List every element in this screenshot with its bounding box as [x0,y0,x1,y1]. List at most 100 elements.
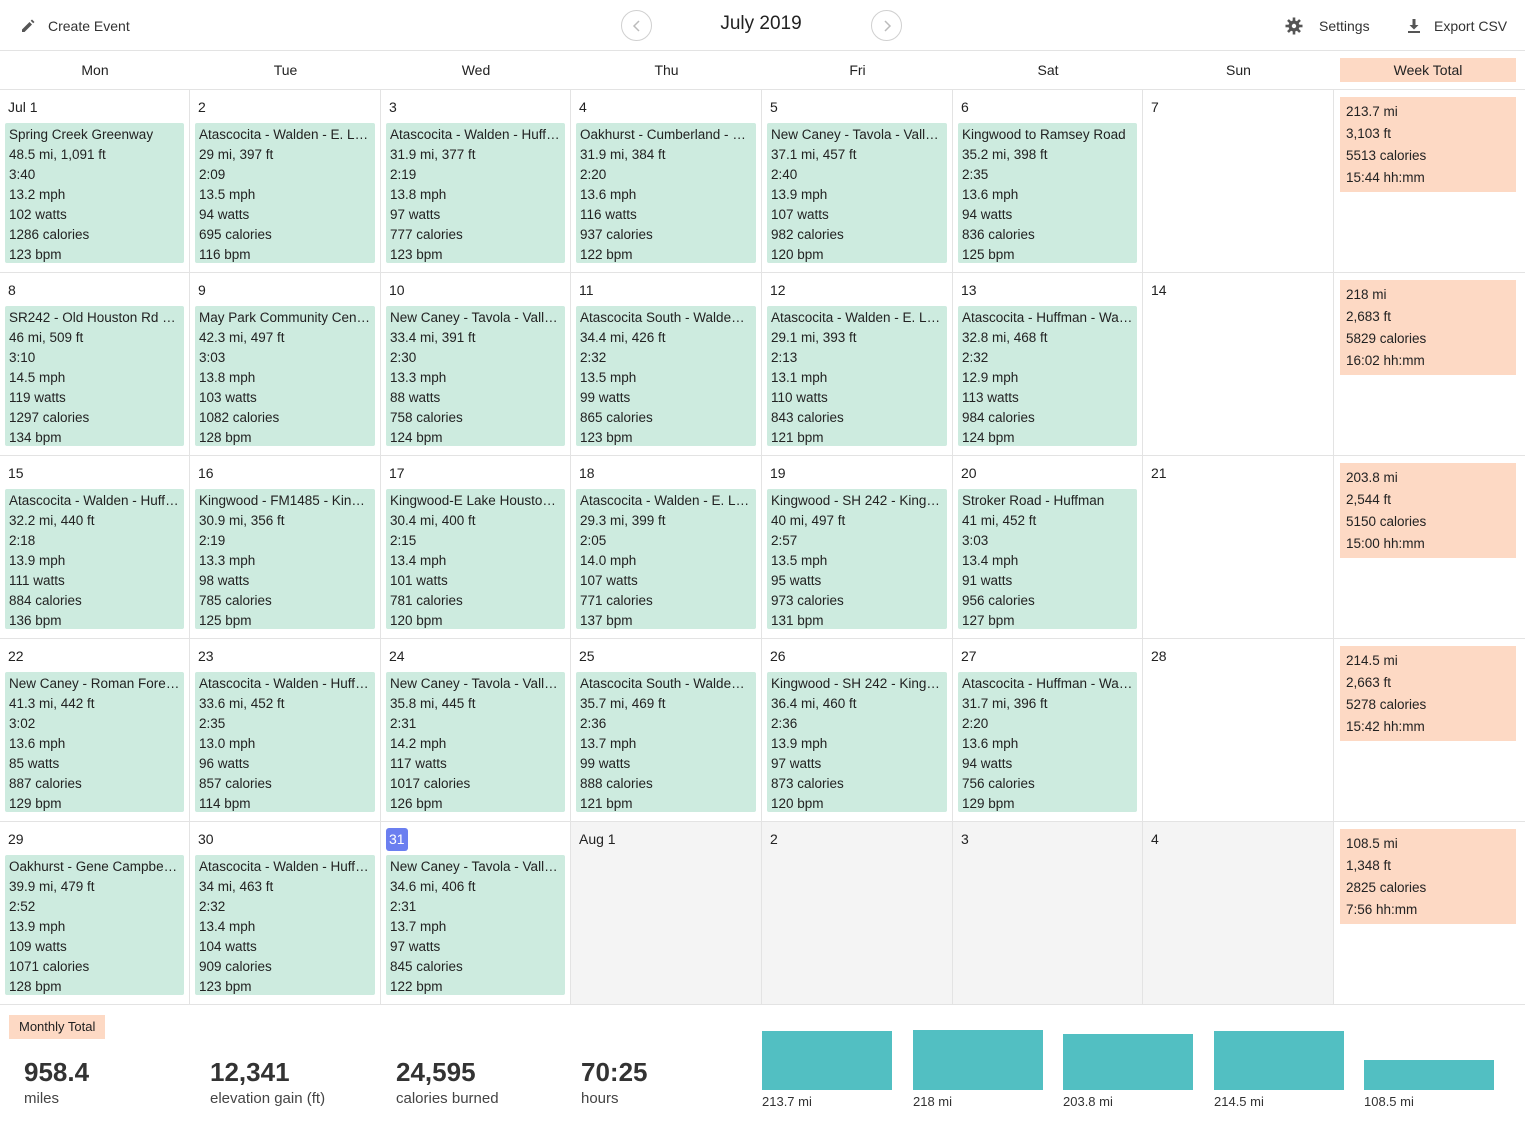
day-cell[interactable]: 8 SR242 - Old Houston Rd - Conroe 46 mi, 5… [0,273,190,455]
event-card[interactable]: Atascocita South - Walden - Huffman 34.4 … [576,306,756,446]
day-cell[interactable]: 11 Atascocita South - Walden - Huffman 34.… [571,273,762,455]
event-title: Kingwood - SH 242 - Kingwood [771,676,943,691]
event-speed: 13.6 mph [9,736,66,751]
event-card[interactable]: Kingwood - FM1485 - Kingwood 30.9 mi, 356… [195,489,375,629]
day-number: 10 [389,282,405,298]
day-cell[interactable]: 3 [953,822,1143,1004]
prev-month-button[interactable] [621,10,652,41]
event-card[interactable]: Stroker Road - Huffman 41 mi, 452 ft 3:03 1… [958,489,1137,629]
event-card[interactable]: Atascocita - Walden - Huffman 34 mi, 463 … [195,855,375,995]
day-cell[interactable]: 26 Kingwood - SH 242 - Kingwood 36.4 mi, 4… [762,639,953,821]
day-number: 13 [961,282,977,298]
day-number: 5 [770,99,778,115]
day-cell[interactable]: 28 [1143,639,1334,821]
event-card[interactable]: Atascocita - Huffman - Walden 32.8 mi, 46… [958,306,1137,446]
week-total-card: 218 mi 2,683 ft 5829 calories 16:02 hh:mm [1340,280,1516,375]
event-card[interactable]: Oakhurst - Cumberland - Kingwood 31.9 mi,… [576,123,756,263]
event-dist: 31.7 mi, 396 ft [962,696,1048,711]
event-title: Atascocita South - Walden - Huffman [580,310,752,325]
event-watts: 85 watts [9,756,60,771]
event-card[interactable]: Kingwood - SH 242 - Kingwood 36.4 mi, 460… [767,672,947,812]
event-card[interactable]: Atascocita - Huffman - Walden 31.7 mi, 39… [958,672,1137,812]
day-cell[interactable]: 13 Atascocita - Huffman - Walden 32.8 mi, … [953,273,1143,455]
day-cell[interactable]: 27 Atascocita - Huffman - Walden 31.7 mi, … [953,639,1143,821]
stat-value: 24,595 [396,1057,476,1087]
day-cell[interactable]: 4 Oakhurst - Cumberland - Kingwood 31.9 mi… [571,90,762,272]
day-cell[interactable]: Aug 1 [571,822,762,1004]
stat-label: hours [581,1090,619,1107]
event-card[interactable]: Kingwood-E Lake Houston Pkwy 30.4 mi, 400… [386,489,565,629]
day-cell[interactable]: 17 Kingwood-E Lake Houston Pkwy 30.4 mi, 4… [381,456,571,638]
event-card[interactable]: Atascocita South - Walden - Huffman 35.7 … [576,672,756,812]
day-cell[interactable]: 6 Kingwood to Ramsey Road 35.2 mi, 398 ft 2… [953,90,1143,272]
event-card[interactable]: Atascocita - Walden - Huffman 31.9 mi, 37… [386,123,565,263]
week-total-header: Week Total [1340,58,1516,82]
event-card[interactable]: May Park Community Center 42.3 mi, 497 ft… [195,306,375,446]
day-cell[interactable]: 14 [1143,273,1334,455]
day-number: 18 [579,465,595,481]
event-card[interactable]: New Caney - Tavola - Valley Ranch 33.4 mi… [386,306,565,446]
day-cell[interactable]: 2 [762,822,953,1004]
day-cell[interactable]: 23 Atascocita - Walden - Huffman 33.6 mi, … [190,639,381,821]
day-cell[interactable]: 16 Kingwood - FM1485 - Kingwood 30.9 mi, 3… [190,456,381,638]
event-card[interactable]: Oakhurst - Gene Campbell Sports Park 39.9… [5,855,184,995]
event-speed: 13.8 mph [199,370,256,385]
day-cell[interactable]: 2 Atascocita - Walden - E. Lake Houston 29… [190,90,381,272]
day-cell[interactable]: 18 Atascocita - Walden - E. Lake Houston 2… [571,456,762,638]
event-bpm: 125 bpm [199,613,252,628]
event-card[interactable]: New Caney - Roman Forest - Porter 41.3 mi… [5,672,184,812]
day-cell[interactable]: 31 New Caney - Tavola - Valley Ranch 34.6 … [381,822,571,1004]
event-card[interactable]: Atascocita - Walden - E. Lake Houston 29 … [195,123,375,263]
event-card[interactable]: Atascocita - Walden - Huffman 33.6 mi, 45… [195,672,375,812]
day-cell[interactable]: 3 Atascocita - Walden - Huffman 31.9 mi, 3… [381,90,571,272]
day-cell[interactable]: 21 [1143,456,1334,638]
create-event-label: Create Event [48,18,130,34]
event-time: 2:35 [962,167,989,182]
event-title: Atascocita - Walden - Huffman [199,859,371,874]
event-card[interactable]: New Caney - Tavola - Valley Ranch 37.1 mi… [767,123,947,263]
weekday-sat: Sat [1037,62,1059,78]
event-time: 2:31 [390,899,417,914]
day-cell[interactable]: Jul 1 Spring Creek Greenway 48.5 mi, 1,091… [0,90,190,272]
event-dist: 33.4 mi, 391 ft [390,330,476,345]
event-title: New Caney - Tavola - Valley Ranch [771,127,943,142]
day-number: 23 [198,648,214,664]
event-watts: 109 watts [9,939,67,954]
day-cell[interactable]: 30 Atascocita - Walden - Huffman 34 mi, 46… [190,822,381,1004]
event-card[interactable]: Atascocita - Walden - E. Lake Houston 29.… [767,306,947,446]
next-month-button[interactable] [871,10,902,41]
day-cell[interactable]: 9 May Park Community Center 42.3 mi, 497 f… [190,273,381,455]
event-card[interactable]: Atascocita - Walden - E. Lake Houston 29.… [576,489,756,629]
day-number: Jul 1 [8,99,38,115]
create-event-button[interactable]: Create Event [20,14,130,38]
day-cell[interactable]: 10 New Caney - Tavola - Valley Ranch 33.4 … [381,273,571,455]
event-title: New Caney - Tavola - Valley Ranch [390,859,561,874]
day-cell[interactable]: 5 New Caney - Tavola - Valley Ranch 37.1 m… [762,90,953,272]
day-cell[interactable]: 19 Kingwood - SH 242 - Kingwood 40 mi, 497… [762,456,953,638]
event-card[interactable]: New Caney - Tavola - Valley Ranch 35.8 mi… [386,672,565,812]
day-cell[interactable]: 4 [1143,822,1334,1004]
event-card[interactable]: Atascocita - Walden - Huffman 32.2 mi, 44… [5,489,184,629]
event-card[interactable]: Kingwood to Ramsey Road 35.2 mi, 398 ft 2:… [958,123,1137,263]
event-card[interactable]: Spring Creek Greenway 48.5 mi, 1,091 ft 3:… [5,123,184,263]
day-cell[interactable]: 20 Stroker Road - Huffman 41 mi, 452 ft 3:0… [953,456,1143,638]
top-toolbar: Create Event July 2019 Settings Export C… [0,0,1525,51]
event-speed: 13.6 mph [580,187,637,202]
event-watts: 117 watts [390,756,447,771]
event-card[interactable]: New Caney - Tavola - Valley Ranch 34.6 mi… [386,855,565,995]
day-cell[interactable]: 12 Atascocita - Walden - E. Lake Houston 2… [762,273,953,455]
day-cell[interactable]: 22 New Caney - Roman Forest - Porter 41.3 … [0,639,190,821]
event-card[interactable]: SR242 - Old Houston Rd - Conroe 46 mi, 50… [5,306,184,446]
day-cell[interactable]: 24 New Caney - Tavola - Valley Ranch 35.8 … [381,639,571,821]
day-cell[interactable]: 15 Atascocita - Walden - Huffman 32.2 mi, … [0,456,190,638]
day-cell[interactable]: 25 Atascocita South - Walden - Huffman 35.… [571,639,762,821]
event-watts: 104 watts [199,939,257,954]
event-card[interactable]: Kingwood - SH 242 - Kingwood 40 mi, 497 f… [767,489,947,629]
event-speed: 13.4 mph [962,553,1019,568]
export-csv-button[interactable]: Export CSV [1406,14,1507,38]
event-cal: 865 calories [580,410,653,425]
day-cell[interactable]: 7 [1143,90,1334,272]
day-cell[interactable]: 29 Oakhurst - Gene Campbell Sports Park 39… [0,822,190,1004]
event-cal: 1082 calories [199,410,280,425]
settings-button[interactable]: Settings [1285,14,1370,38]
